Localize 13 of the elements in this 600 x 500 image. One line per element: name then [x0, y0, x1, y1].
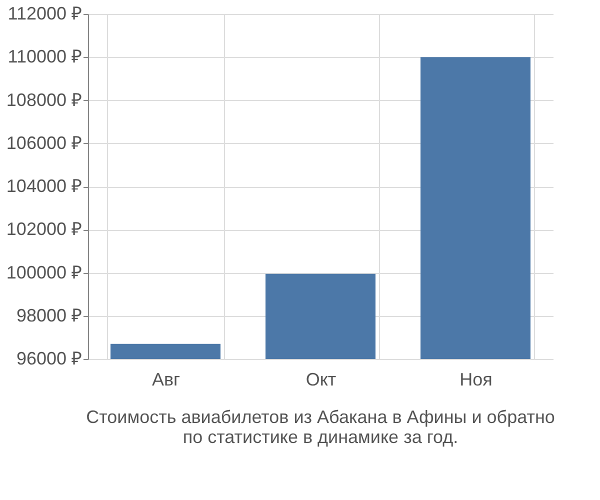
y-tick-label: 96000 ₽	[16, 348, 82, 368]
x-tick-label: Ноя	[460, 370, 492, 390]
y-tick-label: 108000 ₽	[6, 90, 82, 110]
y-tick-label: 104000 ₽	[6, 176, 82, 196]
y-tick-label: 102000 ₽	[6, 219, 82, 240]
text: Стоимость авиабилетов из Абакана в Афины и обратно по статистике в динамике за год.	[86, 407, 555, 447]
y-tick-label: 110000 ₽	[8, 46, 82, 67]
y-tick-label: 100000 ₽	[6, 262, 82, 282]
x-tick-label: Авг	[152, 370, 180, 390]
y-tick-label: 106000 ₽	[6, 132, 82, 153]
y-tick-label: 98000 ₽	[16, 305, 82, 326]
x-tick-label: Окт	[306, 370, 336, 390]
y-tick-label: 112000 ₽	[8, 4, 82, 24]
